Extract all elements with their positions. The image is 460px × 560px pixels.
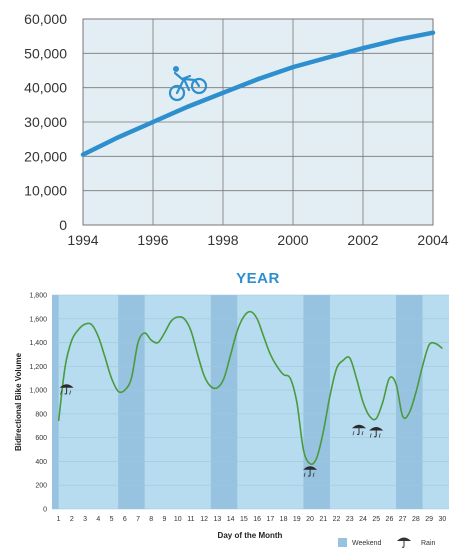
legend-weekend-swatch	[338, 538, 347, 547]
y-tick-labels: 0 10,000 20,000 30,000 40,000 50,000 60,000	[24, 11, 67, 233]
weekend-band	[118, 295, 145, 509]
x-tick-label: 7	[136, 516, 140, 523]
y-tick-label: 60,000	[24, 11, 67, 27]
x-tick-label: 1994	[67, 232, 98, 248]
weekend-bands	[52, 295, 423, 509]
volume-line	[57, 310, 443, 466]
x-axis-title: Day of the Month	[218, 531, 283, 540]
y-tick-label: 10,000	[24, 183, 67, 199]
x-tick-label: 28	[412, 516, 420, 523]
y-axis-title: Bidirectional Bike Volume	[14, 352, 23, 451]
x-tick-label: 29	[425, 516, 433, 523]
x-tick-label: 25	[372, 516, 380, 523]
y-tick-label: 0	[59, 217, 67, 233]
weekend-band	[303, 295, 330, 509]
x-tick-label: 2004	[417, 232, 448, 248]
y-tick-label: 1,400	[29, 340, 47, 347]
x-tick-label: 19	[293, 516, 301, 523]
x-tick-label: 17	[266, 516, 274, 523]
weekend-band	[52, 295, 59, 509]
x-tick-label: 27	[399, 516, 407, 523]
y-tick-label: 200	[35, 483, 47, 490]
y-tick-label: 1,600	[29, 316, 47, 323]
x-tick-label: 26	[386, 516, 394, 523]
legend-weekend-label: Weekend	[352, 540, 382, 547]
x-tick-label: 1996	[137, 232, 168, 248]
chart-daily-volume: 0 200 400 600 800 1,000 1,200 1,400 1,600 1,800 1…	[14, 293, 449, 548]
y-tick-label: 30,000	[24, 114, 67, 130]
x-tick-label: 20	[306, 516, 314, 523]
rain-icon	[303, 466, 318, 477]
y-tick-label: 1,200	[29, 364, 47, 371]
weekend-band	[396, 295, 423, 509]
x-tick-label: 16	[253, 516, 261, 523]
y-tick-label: 0	[43, 507, 47, 514]
x-tick-label: 11	[187, 516, 194, 523]
x-tick-label: 4	[96, 516, 100, 523]
grid-lines	[52, 294, 449, 510]
x-tick-label: 1	[57, 516, 61, 523]
chart-annual-cyclists: 0 10,000 20,000 30,000 40,000 50,000 60,000 19…	[24, 11, 449, 287]
y-tick-labels: 0 200 400 600 800 1,000 1,200 1,400 1,600 1,800	[29, 293, 47, 514]
cyclist-icon	[168, 66, 208, 102]
x-tick-label: 6	[123, 516, 127, 523]
x-tick-label: 24	[359, 516, 367, 523]
x-tick-label: 13	[214, 516, 222, 523]
y-tick-label: 50,000	[24, 45, 67, 61]
x-tick-label: 3	[83, 516, 87, 523]
x-tick-label: 1998	[207, 232, 238, 248]
x-tick-label: 22	[333, 516, 341, 523]
x-tick-label: 2	[70, 516, 74, 523]
x-tick-label: 18	[280, 516, 288, 523]
rain-icon	[352, 424, 366, 436]
trend-line	[80, 30, 436, 157]
x-tick-label: 2002	[347, 232, 378, 248]
x-tick-label: 12	[200, 516, 208, 523]
legend-rain-icon	[397, 537, 411, 548]
x-tick-label: 30	[438, 516, 446, 523]
rain-icon	[369, 427, 384, 438]
x-tick-labels: 1994 1996 1998 2000 2002 2004	[67, 232, 448, 248]
x-tick-label: 14	[227, 516, 235, 523]
x-tick-label: 5	[110, 516, 114, 523]
y-tick-label: 400	[35, 459, 47, 466]
y-tick-label: 600	[35, 435, 47, 442]
weekend-band	[210, 295, 238, 509]
x-tick-label: 2000	[277, 232, 308, 248]
y-tick-label: 20,000	[24, 148, 67, 164]
x-tick-label: 15	[240, 516, 248, 523]
y-tick-label: 40,000	[24, 80, 67, 96]
x-tick-label: 9	[163, 516, 167, 523]
y-tick-label: 1,000	[29, 388, 47, 395]
plot-background	[52, 295, 449, 509]
x-tick-label: 10	[174, 516, 182, 523]
x-axis-title: YEAR	[236, 270, 280, 287]
y-tick-label: 800	[35, 411, 47, 418]
x-tick-labels: 1 2 3 4 5 6 7 8 9 10 11 12 13 14 15 16 17 18 19 20 21 22 23 24 2…	[57, 516, 447, 523]
x-tick-label: 8	[149, 516, 153, 523]
rain-markers	[59, 384, 384, 477]
y-tick-label: 1,800	[29, 293, 47, 300]
legend-rain-label: Rain	[421, 540, 436, 547]
x-tick-label: 23	[346, 516, 354, 523]
rain-icon	[59, 384, 74, 395]
x-tick-label: 21	[319, 516, 327, 523]
